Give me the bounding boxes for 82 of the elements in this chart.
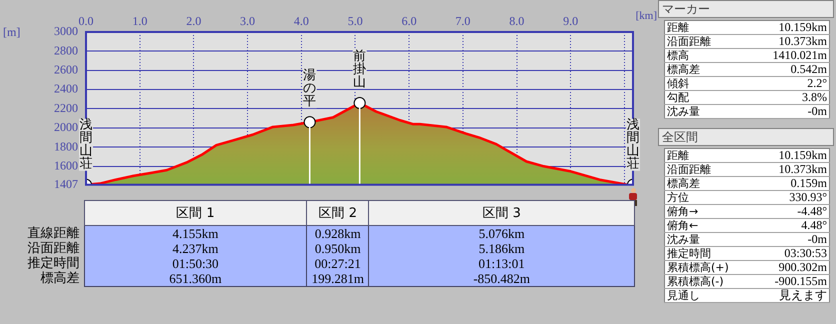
text: 1410.021m [739, 48, 830, 62]
x-tick-label: 1.0 [132, 14, 148, 28]
text: 0.928km [306, 226, 369, 241]
text: 4.155km [84, 226, 307, 241]
annotation: 湯の平 [303, 68, 316, 110]
category-label: 区間 2 [306, 200, 369, 226]
category-label: 沿面距離 [667, 35, 711, 48]
text: 330.93° [753, 190, 830, 204]
x-tick-label: 2.0 [186, 14, 202, 28]
category-label: 俯角→ [667, 205, 698, 218]
category-label: 直線距離 [28, 226, 80, 241]
text: 全区間 [658, 128, 834, 146]
text: 5.186km [368, 241, 634, 256]
category-label: 見通し [667, 289, 700, 302]
category-label: 推定時間 [667, 247, 711, 260]
annotation: 前掛山 [353, 48, 366, 90]
text: 199.281m [306, 271, 369, 286]
text: 0.159m [753, 176, 830, 190]
text: 10.159km [753, 148, 830, 162]
category-label: 標高差 [667, 63, 700, 76]
y-tick-label: 2000 [54, 120, 78, 134]
annotation: 浅間山荘 [80, 118, 92, 172]
text: 0.542m [739, 62, 830, 76]
y-tick-label: 2600 [54, 62, 78, 77]
category-label: 推定時間 [28, 256, 80, 271]
category-label: 距離 [667, 21, 689, 34]
text: 4.48° [753, 218, 830, 232]
category-label: 区間 1 [84, 200, 307, 226]
category-label: 沿面距離 [667, 163, 711, 176]
text: -4.48° [753, 204, 830, 218]
category-label: 累積標高(+) [667, 261, 729, 274]
text: 2.2° [739, 76, 830, 90]
text: 4.237km [84, 241, 307, 256]
category-label: 沈み量 [667, 233, 700, 246]
category-label: 俯角← [667, 219, 698, 232]
text: 03:30:53 [753, 246, 830, 260]
text: 01:13:01 [368, 256, 634, 271]
text: 見えます [753, 288, 830, 302]
text: -850.482m [368, 271, 634, 286]
text: -0m [753, 232, 830, 246]
x-tick-label: 5.0 [348, 14, 363, 28]
y-tick-label: 2400 [54, 82, 78, 96]
text: 10.373km [739, 34, 830, 48]
category-label: 方位 [667, 191, 689, 204]
text: 3.8% [739, 90, 830, 104]
text: 01:50:30 [84, 256, 307, 271]
category-label: 距離 [667, 149, 689, 162]
y-tick-label: 2800 [54, 43, 78, 58]
x-axis-title: [km] [636, 10, 657, 22]
y-tick-label: 1800 [54, 139, 78, 154]
y-axis-title: [m] [3, 25, 20, 40]
text: 10.159km [739, 20, 830, 34]
text: -0m [739, 104, 830, 118]
x-tick-label: 9.0 [563, 14, 578, 28]
y-tick-label: 1600 [54, 158, 78, 172]
category-label: 勾配 [667, 91, 689, 104]
category-label: 沈み量 [667, 105, 700, 118]
category-label: 標高差 [40, 271, 80, 286]
text: 00:27:21 [306, 256, 369, 271]
text: マーカー [658, 0, 834, 18]
x-tick-label: 8.0 [509, 14, 524, 28]
text: 5.076km [368, 226, 634, 241]
text: 0.950km [306, 241, 369, 256]
y-tick-label: 1407 [54, 176, 78, 191]
x-tick-label: 6.0 [402, 14, 417, 28]
x-tick-label: 7.0 [455, 14, 470, 28]
text: 900.302m [753, 260, 830, 274]
x-tick-label: 4.0 [294, 14, 309, 28]
text: -900.155m [753, 274, 830, 288]
y-tick-label: 3000 [54, 24, 78, 38]
x-tick-label: 0.0 [78, 14, 94, 28]
category-label: 沿面距離 [28, 241, 80, 256]
text: 651.360m [84, 271, 307, 286]
y-tick-label: 2200 [54, 100, 78, 115]
category-label: 標高差 [667, 177, 700, 190]
annotation: 浅間山荘 [626, 118, 640, 172]
category-label: 傾斜 [667, 77, 689, 90]
x-tick-label: 3.0 [240, 14, 256, 28]
text: 10.373km [753, 162, 830, 176]
category-label: 標高 [667, 49, 689, 62]
category-label: 区間 3 [368, 200, 634, 226]
category-label: 累積標高(-) [667, 275, 724, 288]
